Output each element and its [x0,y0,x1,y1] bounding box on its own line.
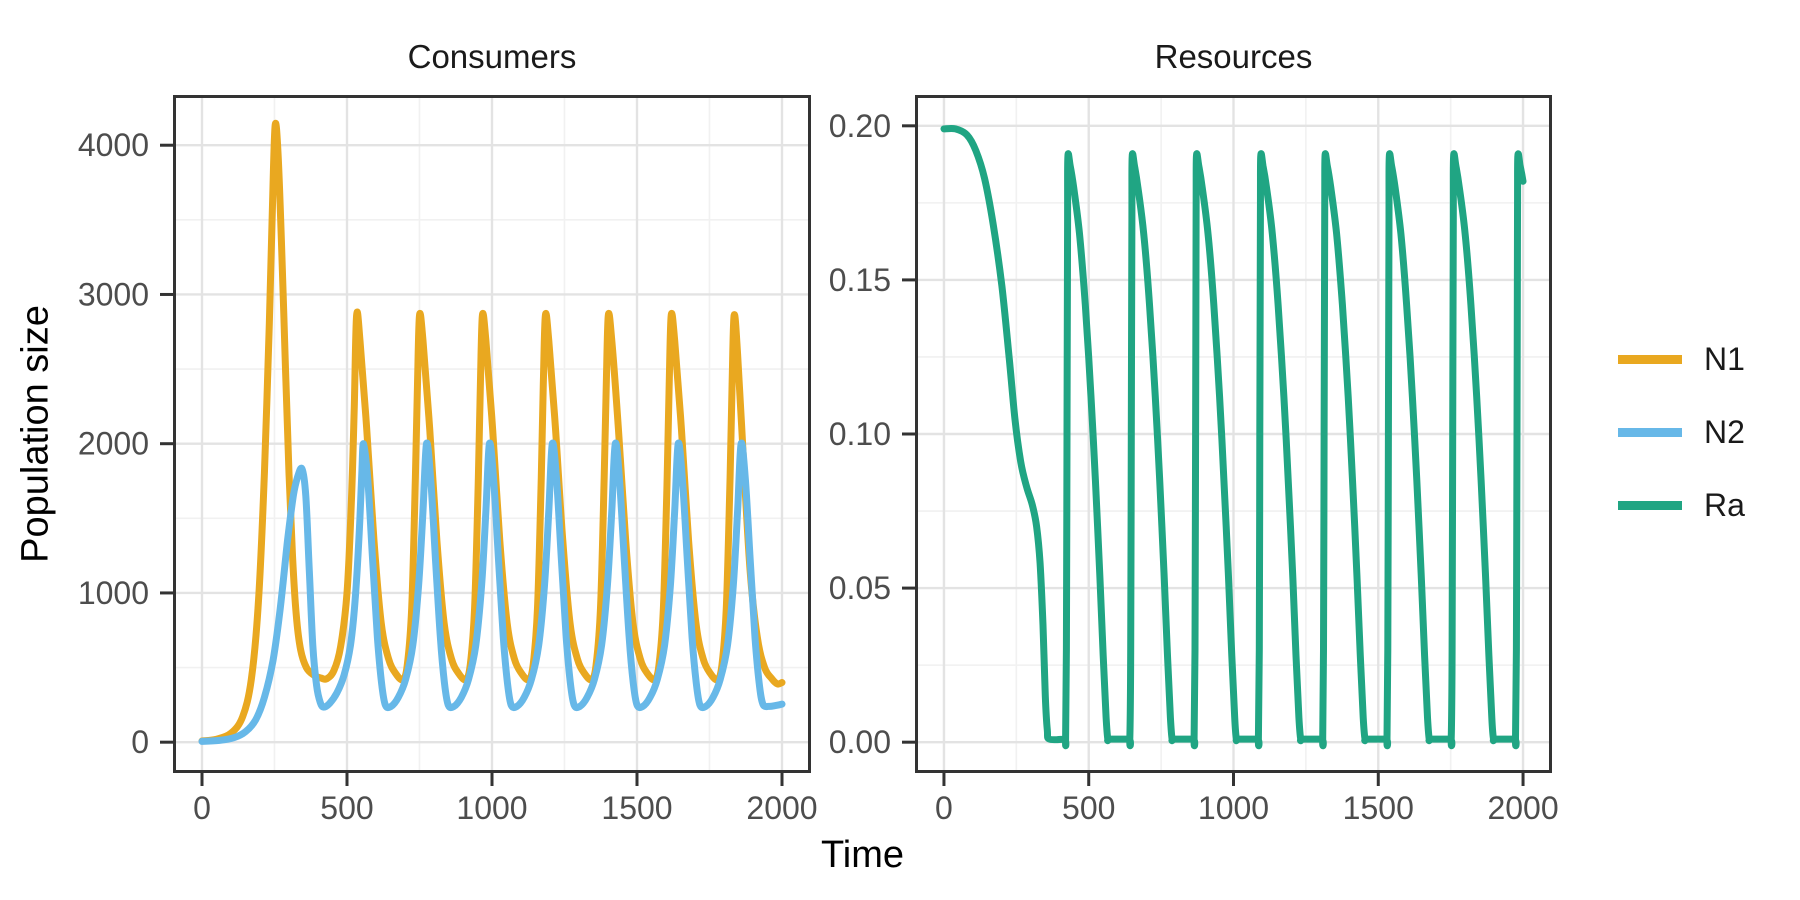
panel-border [173,95,811,773]
x-axis-tick-label: 0 [935,790,953,826]
legend-label-n1: N1 [1704,340,1745,377]
x-axis-tick-label: 0 [193,790,211,826]
legend-entry-n1: N1 [1618,341,1745,377]
y-axis-tick-label: 3000 [78,276,149,312]
y-axis-tick-label: 0.10 [829,416,891,452]
legend-entry-ra: Ra [1618,487,1745,523]
legend-key-n2-line [1618,427,1682,437]
y-axis-tick-label: 4000 [78,127,149,163]
x-axis-title: Time [820,834,905,876]
series-line-ra [940,124,1527,750]
panel-title-resources: Resources [1154,38,1313,75]
x-axis-tick-label: 1000 [456,790,527,826]
x-axis-tick-label: 1000 [1198,790,1269,826]
y-axis-tick-label: 0.00 [829,724,891,760]
y-axis-tick-label: 0 [131,724,149,760]
x-axis-tick-label: 2000 [1487,790,1558,826]
x-axis-tick-label: 500 [1062,790,1115,826]
y-axis-tick-label: 0.20 [829,108,891,144]
legend-label-n2: N2 [1704,413,1745,450]
panel-title-consumers: Consumers [407,38,577,75]
legend-entry-n2: N2 [1618,414,1745,450]
y-axis-tick-label: 0.05 [829,570,891,606]
y-axis-tick-label: 2000 [78,426,149,462]
legend-key-n1-line [1618,354,1682,364]
consumers-plot-panel: 0 500 1000 1500 2000 0 1000 2000 3000 4000 [78,95,818,826]
y-axis-title: Population size [14,305,57,563]
y-axis-tick-label: 1000 [78,575,149,611]
x-axis-tick-label: 1500 [601,790,672,826]
y-axis-tick-label: 0.15 [829,262,891,298]
panel-border [915,95,1552,773]
resources-chart: 0 500 1000 1500 2000 0.00 0.05 0.10 0.15 0.20 [829,95,1559,826]
x-axis-tick-label: 2000 [746,790,817,826]
legend-label-ra: Ra [1704,486,1745,523]
consumers-chart: 0 500 1000 1500 2000 0 1000 2000 3000 4000 [78,95,818,826]
x-axis-tick-label: 1500 [1343,790,1414,826]
series-line-n2 [198,439,786,745]
resources-plot-panel: 0 500 1000 1500 2000 0.00 0.05 0.10 0.15 0.20 [829,95,1559,826]
legend: N1 N2 Ra [1618,341,1745,563]
legend-key-ra-line [1618,500,1682,510]
x-axis-tick-label: 500 [320,790,373,826]
